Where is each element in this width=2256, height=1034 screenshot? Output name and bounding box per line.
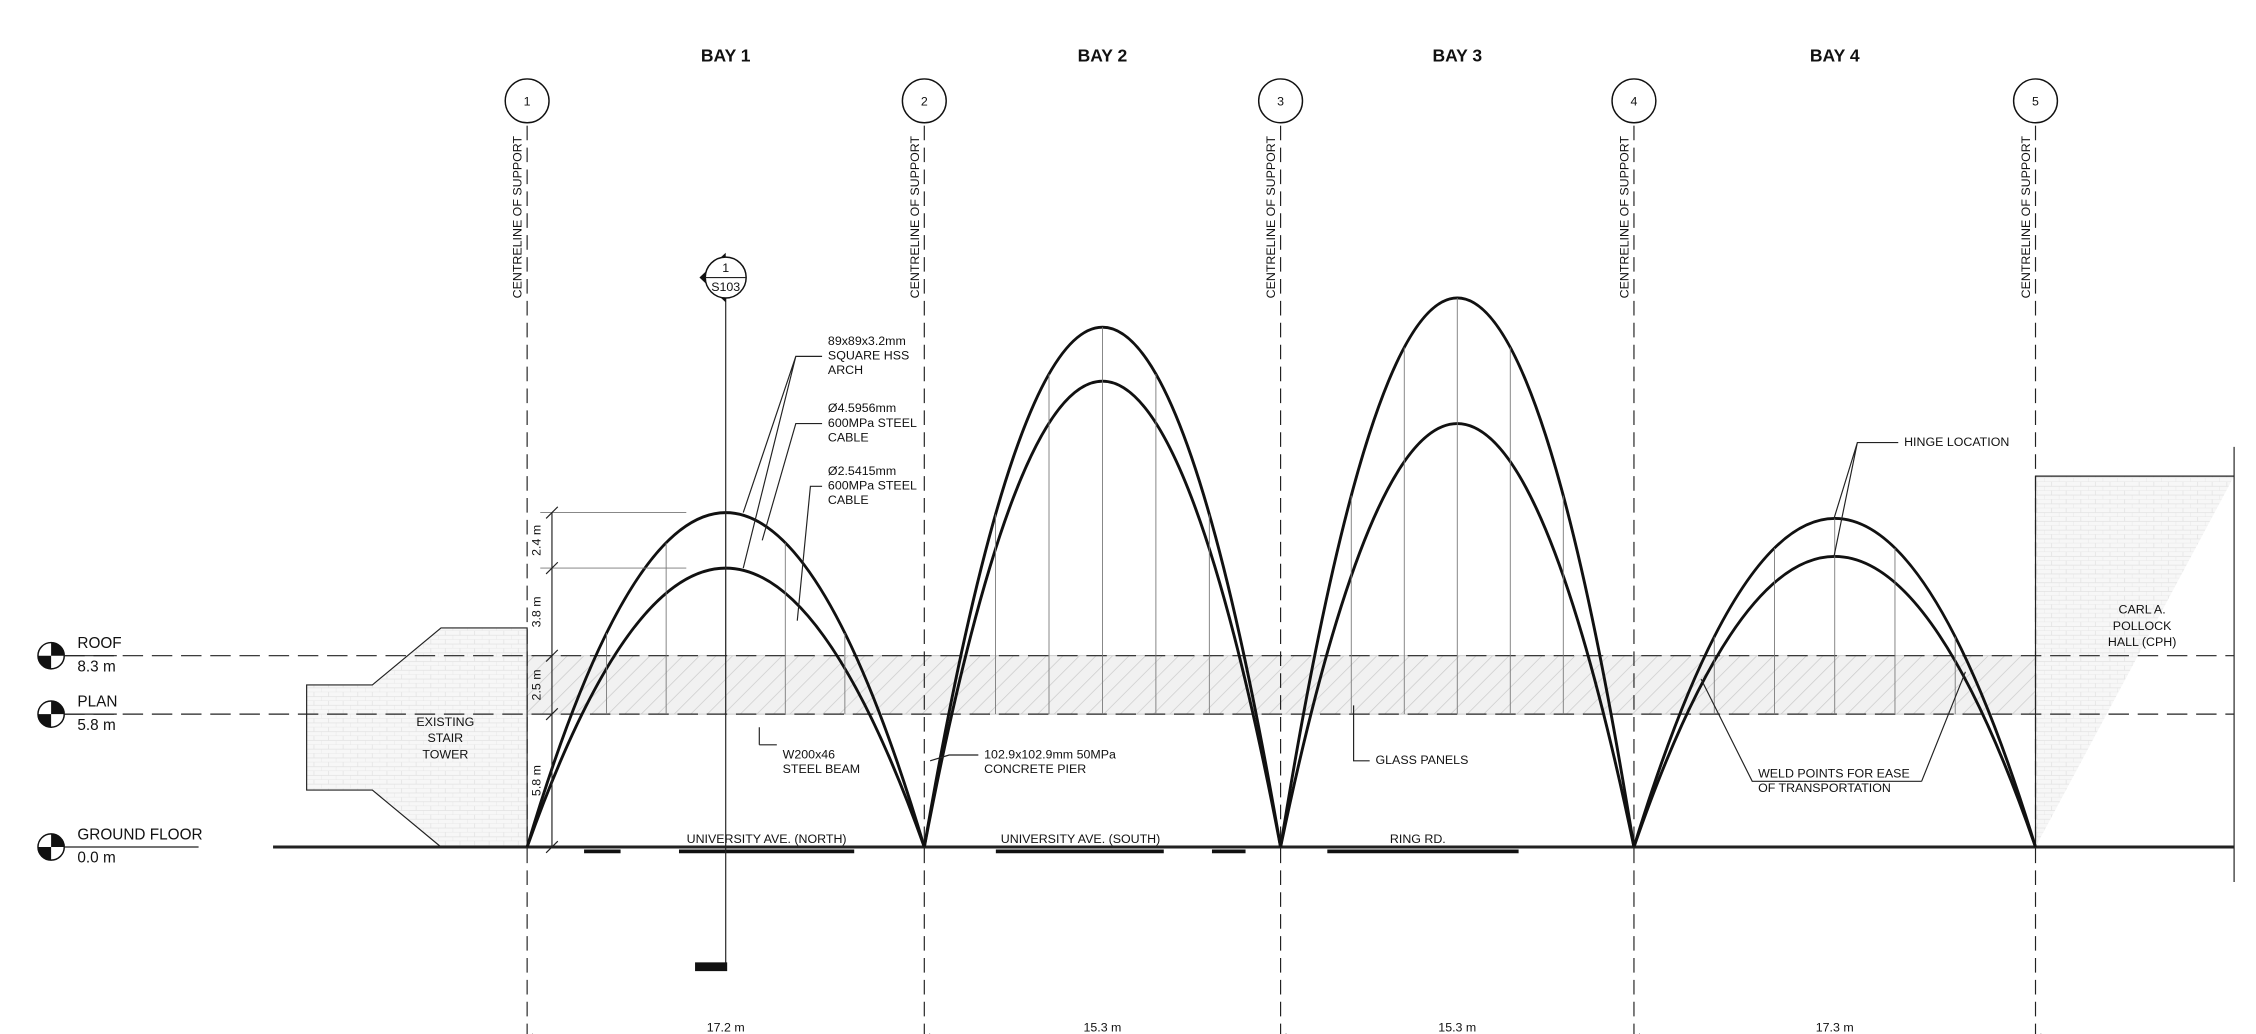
level-elevation: 0.0 m	[77, 850, 115, 867]
road-label: UNIVERSITY AVE. (SOUTH)	[1001, 832, 1160, 846]
vertical-dimension-tick	[545, 649, 559, 662]
gridline-label: CENTRELINE OF SUPPORT	[2019, 135, 2033, 298]
annotation: OF TRANSPORTATION	[1758, 781, 1891, 795]
grid-number: 5	[2032, 95, 2039, 109]
annotation: GLASS PANELS	[1376, 753, 1469, 767]
annotation: ARCH	[828, 363, 863, 377]
annotation: WELD POINTS FOR EASE	[1758, 766, 1910, 780]
level-elevation: 8.3 m	[77, 658, 115, 675]
gridline-label: CENTRELINE OF SUPPORT	[1617, 135, 1631, 298]
dimension-text: 17.2 m	[707, 1020, 745, 1034]
annotation: CONCRETE PIER	[984, 762, 1086, 776]
grid-number: 3	[1277, 95, 1284, 109]
stair-tower	[306, 627, 528, 848]
building-label: POLLOCK	[2113, 619, 2172, 633]
building-label: EXISTING	[416, 715, 474, 729]
grid-number: 2	[921, 95, 928, 109]
section-end	[695, 962, 728, 972]
vertical-dimension-tick	[545, 506, 559, 519]
grid-bubble	[1257, 78, 1304, 124]
annotation: CABLE	[828, 430, 869, 444]
vertical-dimension-text: 3.8 m	[530, 596, 544, 627]
vertical-dimension-ext	[540, 512, 687, 569]
vertical-dimension-text: 2.5 m	[530, 669, 544, 700]
grid-bubble	[1611, 78, 1657, 124]
annotation: 89x89x3.2mm	[828, 334, 906, 348]
annotation: Ø4.5956mm	[828, 401, 896, 415]
building-label: TOWER	[422, 747, 468, 761]
building-label: CARL A.	[2119, 603, 2166, 617]
dimension-text: 17.3 m	[1816, 1020, 1854, 1034]
annotation: HINGE LOCATION	[1904, 435, 2009, 449]
level-name: PLAN	[77, 693, 117, 710]
arch	[922, 325, 1283, 848]
road-label: UNIVERSITY AVE. (NORTH)	[687, 832, 847, 846]
drawing: ROOF 8.3 m PLAN 5.8 m GROUND FLOOR 0.0 m 1 CENT…	[37, 46, 2235, 1034]
grid-bubble	[2012, 78, 2059, 124]
level-name: ROOF	[77, 635, 121, 652]
vertical-dimension-tick	[545, 840, 559, 854]
level-symbol-fill	[37, 700, 65, 728]
vertical-dimension-tick	[545, 561, 559, 575]
dimension-text: 15.3 m	[1083, 1020, 1121, 1034]
bay-label: BAY 2	[1078, 46, 1128, 66]
leader-lines	[742, 355, 1966, 782]
level-name: GROUND FLOOR	[77, 826, 202, 843]
vertical-dimension-tick	[545, 707, 559, 721]
bay-label: BAY 3	[1432, 46, 1482, 66]
pollock-hall	[2034, 446, 2235, 883]
section-sheet: S103	[711, 280, 740, 294]
deck	[526, 655, 2036, 715]
building-label: HALL (CPH)	[2108, 635, 2176, 649]
annotation: Ø2.5415mm	[828, 464, 896, 478]
section-number: 1	[722, 261, 729, 275]
gridline-label: CENTRELINE OF SUPPORT	[511, 135, 525, 298]
level-elevation: 5.8 m	[77, 717, 115, 734]
dimension-text: 15.3 m	[1438, 1020, 1476, 1034]
bay-label: BAY 4	[1810, 46, 1860, 66]
annotation: W200x46	[783, 747, 836, 761]
bay-label: BAY 1	[701, 46, 751, 66]
grid-number: 1	[524, 95, 531, 109]
building-label: STAIR	[428, 731, 464, 745]
grid-bubble	[901, 78, 947, 124]
grid-number: 4	[1631, 95, 1638, 109]
background-elements	[273, 446, 2235, 883]
annotation: SQUARE HSS	[828, 349, 909, 363]
road-label: RING RD.	[1390, 832, 1446, 846]
gridline-label: CENTRELINE OF SUPPORT	[908, 135, 922, 298]
vertical-dimension-text: 2.4 m	[530, 525, 544, 556]
annotation: STEEL BEAM	[783, 762, 860, 776]
annotation: CABLE	[828, 493, 869, 507]
vertical-dimension-text: 5.8 m	[530, 765, 544, 796]
level-symbol-fill	[37, 642, 65, 669]
grid-bubble	[504, 78, 550, 124]
level-symbol-fill	[37, 833, 65, 861]
annotation: 600MPa STEEL	[828, 416, 917, 430]
annotation: 600MPa STEEL	[828, 479, 917, 493]
gridline-label: CENTRELINE OF SUPPORT	[1264, 135, 1278, 298]
annotation: 102.9x102.9mm 50MPa	[984, 747, 1116, 761]
